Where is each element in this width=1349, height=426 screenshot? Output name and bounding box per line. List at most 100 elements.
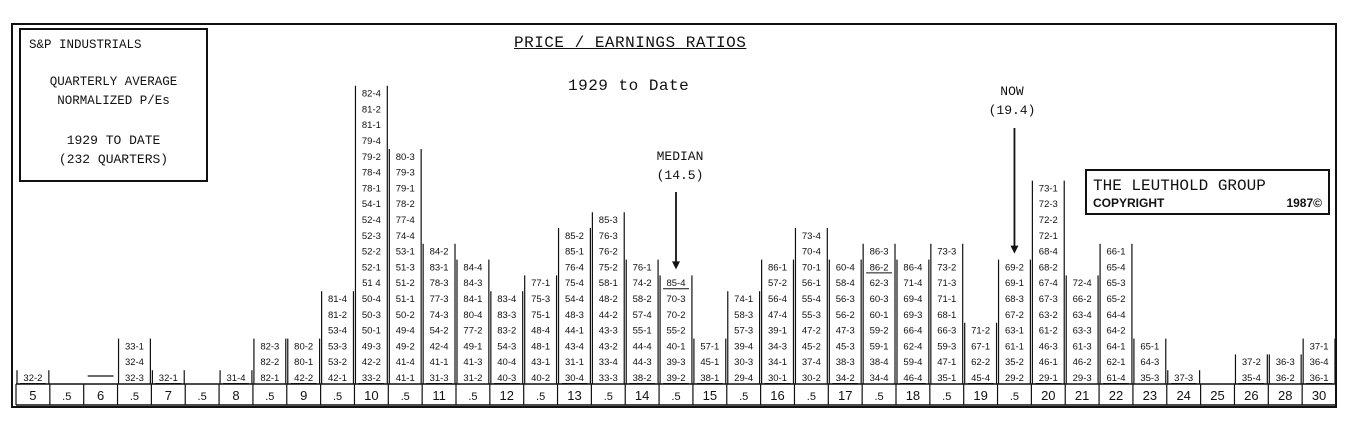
- quarter-label: 69-4: [903, 294, 922, 305]
- x-tick-label: 20: [1041, 388, 1055, 403]
- quarter-label: 60-3: [870, 294, 889, 305]
- quarter-label: 53-1: [396, 247, 415, 258]
- quarter-label: 66-4: [903, 326, 922, 337]
- quarter-label: 37-4: [802, 357, 821, 368]
- x-tick-label: 17: [838, 388, 852, 403]
- quarter-label: 59-2: [870, 326, 889, 337]
- quarter-label: 45-1: [700, 357, 719, 368]
- column-29: 19 71-2 67-1 62-2 45-4: [963, 322, 998, 405]
- quarter-label: 65-4: [1106, 262, 1125, 273]
- quarter-label: 52-3: [362, 231, 381, 242]
- quarter-label: 70-1: [802, 262, 821, 273]
- quarter-label: 67-1: [971, 341, 990, 352]
- x-tick-label-half: .5: [468, 391, 477, 403]
- quarter-label: 46-2: [1073, 357, 1092, 368]
- column-36: 25: [1200, 384, 1225, 405]
- column-33: 22 66-1 65-4 65-3 65-2 64-4 64-2 64-1 62-1 61-4: [1098, 243, 1133, 405]
- quarter-label: 63-4: [1073, 310, 1092, 321]
- quarter-label: 71-2: [971, 326, 990, 337]
- column-11: 10 82-4 81-2 81-1 79-4 79-2 78-4 78-1 54-1 52-4 52…: [353, 85, 388, 405]
- quarter-label: 63-3: [1073, 326, 1092, 337]
- quarter-label: 79-2: [362, 152, 381, 163]
- column-10: .5 81-4 81-2 53-4 53-3 53-2 42-1: [320, 291, 355, 405]
- quarter-label: 80-1: [294, 357, 313, 368]
- quarter-label: 61-4: [1106, 373, 1125, 384]
- info-box-line-4: (232 QUARTERS): [58, 152, 169, 167]
- quarter-label: 64-1: [1106, 341, 1125, 352]
- quarter-label: 73-1: [1039, 183, 1058, 194]
- x-tick-label-half: .5: [739, 391, 748, 403]
- quarter-label: 40-2: [531, 373, 550, 384]
- quarter-label: 30-4: [565, 373, 584, 384]
- quarter-label: 44-4: [633, 341, 652, 352]
- quarter-label: 79-3: [396, 168, 415, 179]
- quarter-label: 33-4: [599, 357, 618, 368]
- info-box-line-3: 1929 TO DATE: [66, 133, 161, 148]
- column-12: .5 80-3 79-3 79-1 78-2 77-4 74-4 53-1 51-3 51-2 51…: [387, 149, 422, 405]
- quarter-label: 85-3: [599, 215, 618, 226]
- quarter-label: 40-4: [497, 357, 516, 368]
- quarter-label: 45-4: [971, 373, 990, 384]
- quarter-label: 43-4: [565, 341, 584, 352]
- quarter-label: 68-2: [1039, 262, 1058, 273]
- column-17: 13 85-2 85-1 76-4 75-4 54-4 48-3 44-1 43-4 31-1 30…: [556, 228, 591, 405]
- brand-name: THE LEUTHOLD GROUP: [1093, 177, 1266, 195]
- x-tick-label: 12: [500, 388, 514, 403]
- quarter-label: 75-3: [531, 294, 550, 305]
- quarter-label: 52-2: [362, 247, 381, 258]
- quarter-label: 72-2: [1039, 215, 1058, 226]
- quarter-label: 58-4: [836, 278, 855, 289]
- quarter-label: 32-3: [125, 373, 144, 384]
- quarter-label: 41-1: [430, 357, 449, 368]
- info-box-line-1: QUARTERLY AVERAGE: [49, 75, 178, 89]
- quarter-label: 66-3: [937, 326, 956, 337]
- brand-box: THE LEUTHOLD GROUP COPYRIGHT 1987©: [1085, 169, 1330, 215]
- quarter-label: 52-4: [362, 215, 381, 226]
- quarter-label: 83-1: [430, 262, 449, 273]
- quarter-label: 31-3: [430, 373, 449, 384]
- column-28: .5 73-3 73-2 71-3 71-1 68-1 66-3 59-3 47-1 35-1: [929, 243, 964, 405]
- x-tick-label-half: .5: [604, 391, 613, 403]
- quarter-label: 50-4: [362, 294, 381, 305]
- quarter-label: 50-2: [396, 310, 415, 321]
- quarter-label: 43-2: [599, 341, 618, 352]
- quarter-label: 44-2: [599, 310, 618, 321]
- column-35: 24 37-3: [1166, 370, 1201, 405]
- x-tick-label-half: .5: [333, 391, 342, 403]
- column-3: 6: [83, 375, 114, 405]
- quarter-label: 66-1: [1106, 247, 1125, 258]
- x-tick-label: 28: [1278, 388, 1292, 403]
- quarter-label: 82-2: [260, 357, 279, 368]
- quarter-label: 73-2: [937, 262, 956, 273]
- column-31: 20 73-1 72-3 72-2 72-1 68-4 68-2 67-4 67-3 63-2 61…: [1030, 180, 1065, 405]
- quarter-label: 34-4: [870, 373, 889, 384]
- column-19: 14 76-1 74-2 58-2 57-4 55-1 44-4 44-3 38-2: [624, 259, 659, 405]
- quarter-label: 86-4: [903, 262, 922, 273]
- column-21: 15 57-1 45-1 38-1: [692, 338, 727, 405]
- column-38: 28 36-3 36-2: [1267, 354, 1302, 405]
- quarter-label: 75-4: [565, 278, 584, 289]
- quarter-label: 77-1: [531, 278, 550, 289]
- column-8: .5 82-3 82-2 82-1: [252, 338, 287, 405]
- quarter-label: 39-3: [666, 357, 685, 368]
- quarter-label: 54-2: [430, 326, 449, 337]
- quarter-label: 32-4: [125, 357, 144, 368]
- quarter-label: 57-2: [768, 278, 787, 289]
- quarter-label: 84-2: [430, 247, 449, 258]
- quarter-label: 80-3: [396, 152, 415, 163]
- quarter-label: 76-3: [599, 231, 618, 242]
- quarter-label: 60-1: [870, 310, 889, 321]
- x-tick-label: 11: [432, 388, 446, 403]
- quarter-label: 45-3: [836, 341, 855, 352]
- quarter-label: 61-3: [1073, 341, 1092, 352]
- column-24: .5 73-4 70-4 70-1 56-1 55-4 55-3 47-2 45-2 37-4 30…: [793, 228, 828, 405]
- quarter-label: 36-2: [1276, 373, 1295, 384]
- now-annotation: NOW (19.4): [977, 82, 1047, 120]
- quarter-label: 69-3: [903, 310, 922, 321]
- quarter-label: 50-3: [362, 310, 381, 321]
- quarter-label: 41-4: [396, 357, 415, 368]
- now-arrow-head: [1010, 245, 1019, 254]
- quarter-label: 51-3: [396, 262, 415, 273]
